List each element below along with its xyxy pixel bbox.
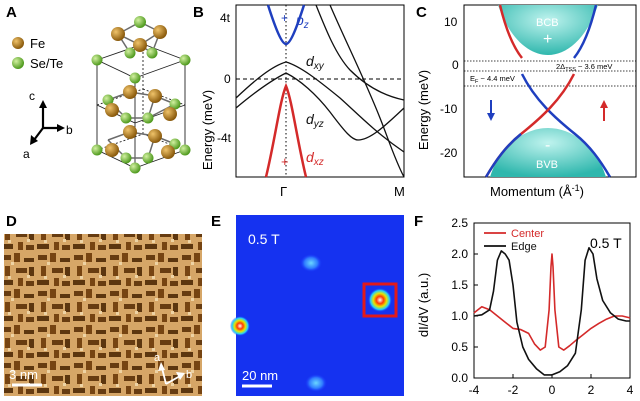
panel-b: B Energy (meV) 4t 0 -4t + + pz dxy dyz d… (193, 4, 405, 199)
panel-e-letter: E (211, 213, 221, 230)
y-tick-label: 2.5 (451, 216, 468, 230)
x-tick-label: -4 (469, 383, 480, 397)
band-lower-black-curve (329, 4, 405, 178)
vortex-highlighted (368, 288, 392, 312)
ef-annotation: EF ~ 4.4 meV (470, 74, 515, 85)
panel-f-ylabel: dI/dV (a.u.) (416, 273, 431, 337)
band-dyz-curve (235, 72, 405, 141)
bvb-sign: - (545, 137, 550, 154)
panel-b-ytick-zero: 0 (224, 72, 231, 86)
surface-band-red-upper (498, 4, 523, 59)
panel-f: F dI/dV (a.u.) 0.0 0.5 1.0 1.5 2.0 2.5 -4 -2 0 2… (414, 213, 634, 397)
crystal-axes (30, 100, 65, 145)
legend-center-label: Center (511, 228, 544, 240)
x-tick-label: 0 (549, 383, 556, 397)
panel-f-letter: F (414, 213, 423, 230)
bcb-label: BCB (536, 17, 559, 29)
panel-c-ytick-10: 10 (444, 15, 458, 29)
band-dxz-curve (264, 82, 308, 178)
panel-d: D 3 nm a b (4, 213, 202, 396)
panel-c-letter: C (416, 4, 427, 21)
surface-band-red-lower-blue-tail (484, 133, 522, 178)
vortex-edge (230, 316, 250, 336)
y-tick-label: 2.0 (451, 247, 468, 261)
panel-c: C Energy (meV) 10 0 -10 -20 BCB + - BVB … (416, 4, 637, 199)
panel-c-ytick-0: 0 (452, 58, 459, 72)
x-tick-label: 2 (588, 383, 595, 397)
x-tick-label: -2 (508, 383, 519, 397)
panel-c-ytick-m20: -20 (440, 146, 458, 160)
panel-f-series (473, 247, 631, 376)
band-pz-sign: + (281, 11, 288, 25)
axis-a-label: a (23, 147, 30, 161)
y-tick-label: 1.5 (451, 278, 468, 292)
vortex-faint (305, 374, 327, 392)
panel-b-letter: B (193, 4, 204, 21)
fe-legend-label: Fe (30, 36, 45, 51)
band-pz-label: pz (295, 12, 309, 31)
panel-e: E 0.5 T 20 nm (211, 213, 404, 396)
y-tick-label: 1.0 (451, 309, 468, 323)
panel-c-ytick-m10: -10 (440, 102, 458, 116)
panel-b-ytick-top: 4t (220, 11, 231, 25)
crystal-structure (91, 16, 191, 174)
panel-b-xtick-m: M (394, 184, 405, 199)
band-dxy-curve (235, 61, 405, 153)
bcb-region (498, 5, 598, 55)
vortex-faint (300, 254, 322, 272)
se-te-legend-label: Se/Te (30, 56, 63, 71)
band-dxz-label: dxz (306, 149, 324, 168)
panel-d-letter: D (6, 213, 17, 230)
se-te-legend-marker (12, 57, 24, 69)
series-center-line (473, 253, 631, 351)
panel-b-xtick-gamma: Γ (280, 184, 287, 199)
spin-up-arrow-icon (600, 100, 608, 121)
fe-legend-marker (12, 37, 24, 49)
band-dxy-label: dxy (306, 53, 325, 72)
y-tick-label: 0.0 (451, 371, 468, 385)
band-pz-curve (266, 4, 306, 46)
panel-f-field-label: 0.5 T (590, 235, 622, 251)
panel-b-ytick-bottom: -4t (217, 131, 232, 145)
panel-d-axis-a: a (154, 352, 161, 364)
stm-topography-image (4, 234, 202, 396)
band-dxz-sign: + (281, 154, 289, 169)
bvb-label: BVB (536, 159, 558, 171)
panel-c-ylabel: Energy (meV) (416, 70, 431, 150)
surface-band-blue-lower (520, 73, 612, 178)
spin-down-arrow-icon (487, 100, 495, 121)
axis-b-label: b (66, 123, 73, 137)
panel-c-xlabel: Momentum (Å-1) (490, 183, 584, 199)
legend-edge-label: Edge (511, 241, 537, 253)
panel-e-field-label: 0.5 T (248, 231, 280, 247)
vortex-highlight-box (362, 282, 398, 318)
panel-a-letter: A (6, 4, 17, 21)
band-dyz-label: dyz (306, 111, 324, 130)
series-edge-line (473, 247, 630, 376)
panel-f-frame (473, 222, 631, 379)
panel-b-frame (235, 4, 405, 178)
surface-band-blue-upper (573, 4, 598, 59)
band-upper-black-curve (315, 4, 405, 101)
panel-a: A Fe Se/Te c b a (6, 4, 191, 174)
panel-d-axis-b: b (186, 369, 192, 381)
bcb-sign: + (543, 31, 552, 48)
x-tick-label: 4 (627, 383, 634, 397)
panel-f-x-ticks: -4 -2 0 2 4 (469, 374, 634, 397)
y-tick-label: 0.5 (451, 340, 468, 354)
bvb-region (490, 128, 606, 177)
lattice-axes-icon (158, 362, 185, 385)
gap-annotation: 2ΔTSS ~ 3.6 meV (556, 62, 612, 73)
panel-e-scalebar-label: 20 nm (242, 368, 278, 383)
axis-c-label: c (29, 89, 35, 103)
panel-b-ylabel: Energy (meV) (200, 90, 215, 170)
panel-d-scalebar-label: 3 nm (9, 367, 38, 382)
panel-f-y-ticks: 0.0 0.5 1.0 1.5 2.0 2.5 (451, 216, 478, 385)
